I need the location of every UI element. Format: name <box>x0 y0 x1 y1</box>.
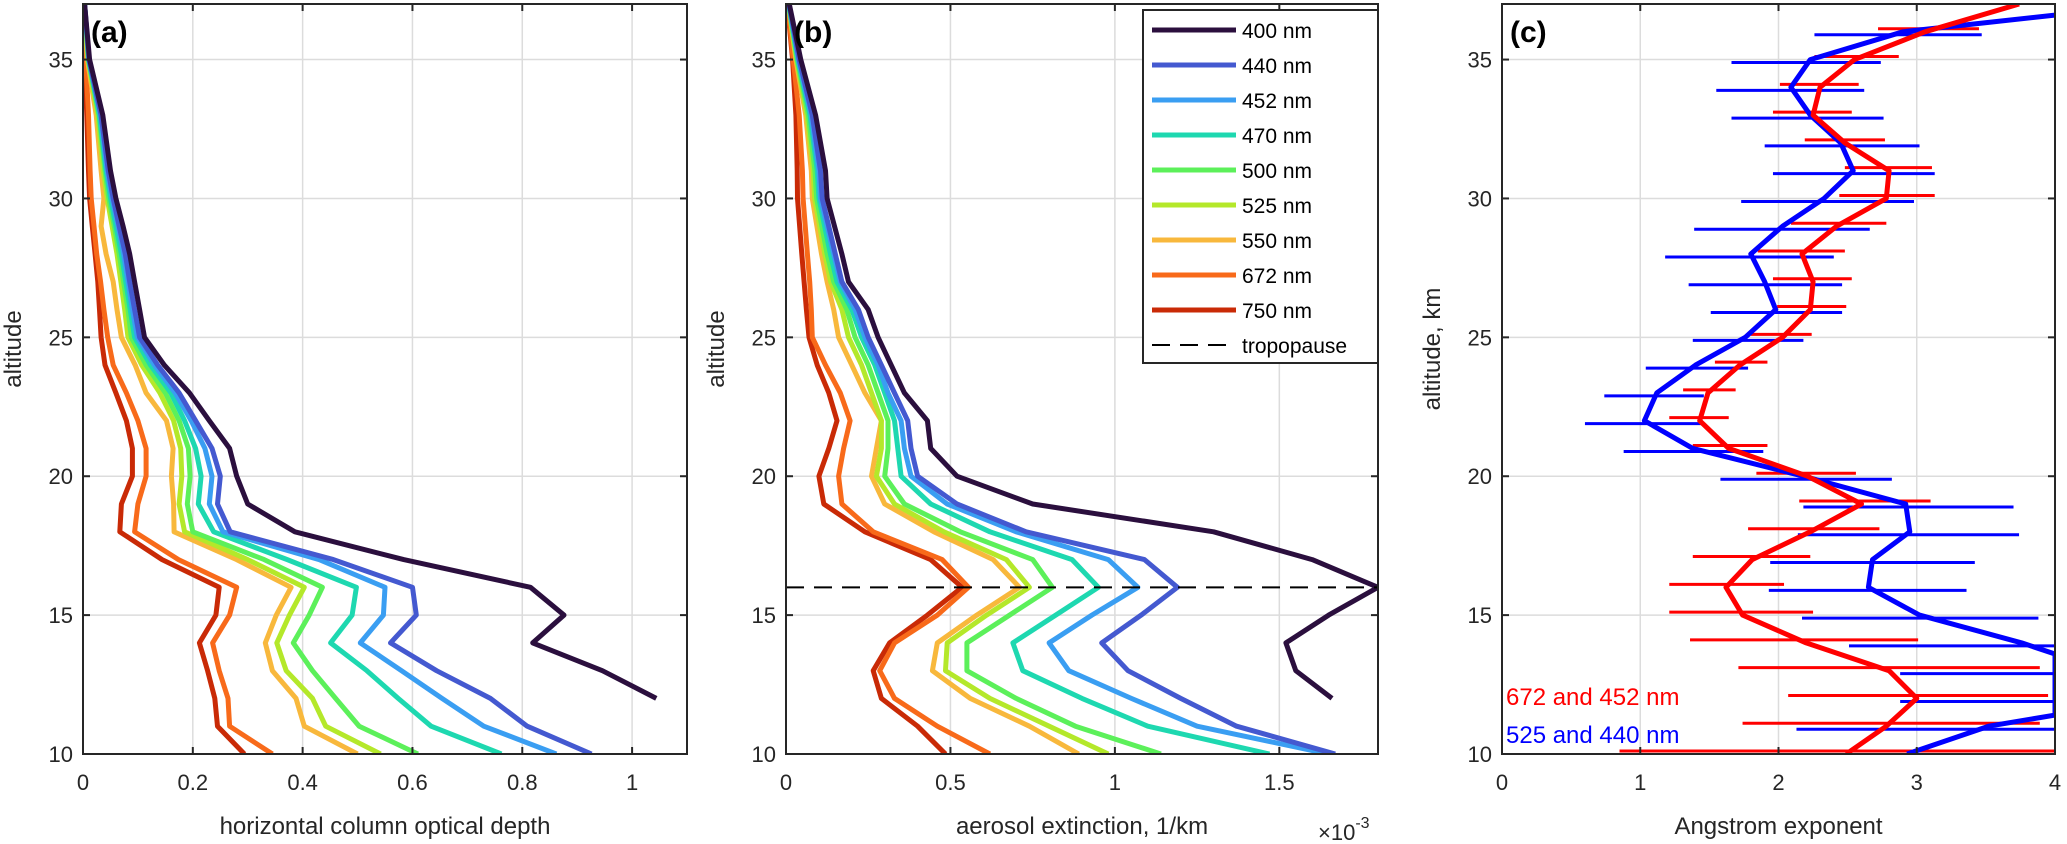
axes-box <box>82 3 688 755</box>
x-axis-label: aerosol extinction, 1/km <box>956 813 1208 840</box>
x-multiplier-base: ×10 <box>1318 820 1355 844</box>
y-tick-label: 20 <box>752 464 776 489</box>
x-tick-label: 3 <box>1911 770 1923 795</box>
series-line-672nm <box>83 4 274 754</box>
y-tick-label: 35 <box>1468 48 1492 73</box>
x-multiplier: ×10-3 <box>1318 815 1370 844</box>
panel-label: (b) <box>794 16 832 49</box>
y-axis-label: altitude <box>0 310 27 387</box>
legend-label: 452 nm <box>1242 90 1312 113</box>
x-tick-label: 0 <box>780 770 792 795</box>
x-tick-label: 2 <box>1772 770 1784 795</box>
series-line-440nm <box>786 4 1336 754</box>
legend-box <box>1142 9 1379 364</box>
x-axis-label: Angstrom exponent <box>1674 813 1882 840</box>
x-tick-label: 0.8 <box>507 770 538 795</box>
legend-label: 750 nm <box>1242 300 1312 323</box>
y-tick-label: 30 <box>752 186 776 211</box>
x-axis-label: horizontal column optical depth <box>220 813 551 840</box>
x-multiplier-exponent: -3 <box>1355 815 1369 832</box>
legend-item: 452 nm <box>1152 90 1312 113</box>
legend-item: 470 nm <box>1152 125 1312 148</box>
legend-label: 470 nm <box>1242 125 1312 148</box>
legend-item: 400 nm <box>1152 20 1312 43</box>
legend-label: 400 nm <box>1242 20 1312 43</box>
legend-item: 550 nm <box>1152 230 1312 253</box>
legend-item-tropopause: tropopause <box>1152 335 1347 358</box>
x-tick-label: 1 <box>626 770 638 795</box>
plot-area <box>83 4 687 754</box>
panel-b: 0 0.5 1 1.5 10 15 20 25 30 35 aerosol extinction, … <box>703 3 1379 844</box>
x-tick-label: 0.5 <box>935 770 966 795</box>
legend-item: 672 nm <box>1152 265 1312 288</box>
legend-label: 550 nm <box>1242 230 1312 253</box>
y-tick-label: 35 <box>752 48 776 73</box>
y-tick-label: 20 <box>49 464 73 489</box>
series-group <box>1584 4 2055 754</box>
legend-item: 500 nm <box>1152 160 1312 183</box>
y-tick-label: 25 <box>752 325 776 350</box>
panel-label: (c) <box>1510 16 1547 49</box>
series-line-400nm <box>786 4 1378 701</box>
x-tick-label: 0.4 <box>287 770 318 795</box>
legend-label: 500 nm <box>1242 160 1312 183</box>
panel-a: 0 0.2 0.4 0.6 0.8 1 10 15 20 25 30 35 horizontal col… <box>0 3 688 840</box>
series-line-750nm <box>786 4 965 754</box>
series-line-672nm <box>786 4 992 754</box>
y-tick-label: 25 <box>49 325 73 350</box>
series-line-red <box>1697 4 2020 754</box>
y-tick-label: 10 <box>752 742 776 767</box>
annotation-label: 525 and 440 nm <box>1506 722 1679 749</box>
x-tick-label: 0.6 <box>397 770 428 795</box>
y-tick-label: 35 <box>49 48 73 73</box>
series-line-440nm <box>83 4 593 754</box>
series-line-550nm <box>83 4 359 754</box>
legend-item: 440 nm <box>1152 55 1312 78</box>
series-group <box>786 4 1378 754</box>
legend-item: 750 nm <box>1152 300 1312 323</box>
x-tick-label: 1 <box>1109 770 1121 795</box>
y-tick-label: 30 <box>49 186 73 211</box>
annotation-label: 672 and 452 nm <box>1506 684 1679 711</box>
y-tick-label: 10 <box>1468 742 1492 767</box>
y-tick-label: 15 <box>1468 603 1492 628</box>
x-tick-label: 4 <box>2049 770 2061 795</box>
axes-box <box>785 3 1379 755</box>
x-tick-label: 1 <box>1634 770 1646 795</box>
y-tick-label: 10 <box>49 742 73 767</box>
y-axis-label: altitude, km <box>1419 288 1446 411</box>
y-tick-label: 15 <box>752 603 776 628</box>
legend-label: 525 nm <box>1242 195 1312 218</box>
legend-label: tropopause <box>1242 335 1347 358</box>
legend-label: 672 nm <box>1242 265 1312 288</box>
series-line-400nm <box>83 4 658 701</box>
x-tick-label: 0 <box>77 770 89 795</box>
legend-label: 440 nm <box>1242 55 1312 78</box>
y-axis-label: altitude <box>703 310 730 387</box>
x-tick-label: 0 <box>1496 770 1508 795</box>
x-tick-label: 1.5 <box>1264 770 1295 795</box>
panel-c: 0 1 2 3 4 10 15 20 25 30 35 Angstrom exponent altitu… <box>1419 3 2061 840</box>
y-tick-label: 25 <box>1468 325 1492 350</box>
y-tick-label: 15 <box>49 603 73 628</box>
y-tick-label: 20 <box>1468 464 1492 489</box>
legend: 400 nm 440 nm 452 nm 470 nm 500 nm 525 nm 550 … <box>1142 9 1379 364</box>
y-tick-label: 30 <box>1468 186 1492 211</box>
legend-item: 525 nm <box>1152 195 1312 218</box>
panel-label: (a) <box>91 16 128 49</box>
x-tick-label: 0.2 <box>178 770 209 795</box>
